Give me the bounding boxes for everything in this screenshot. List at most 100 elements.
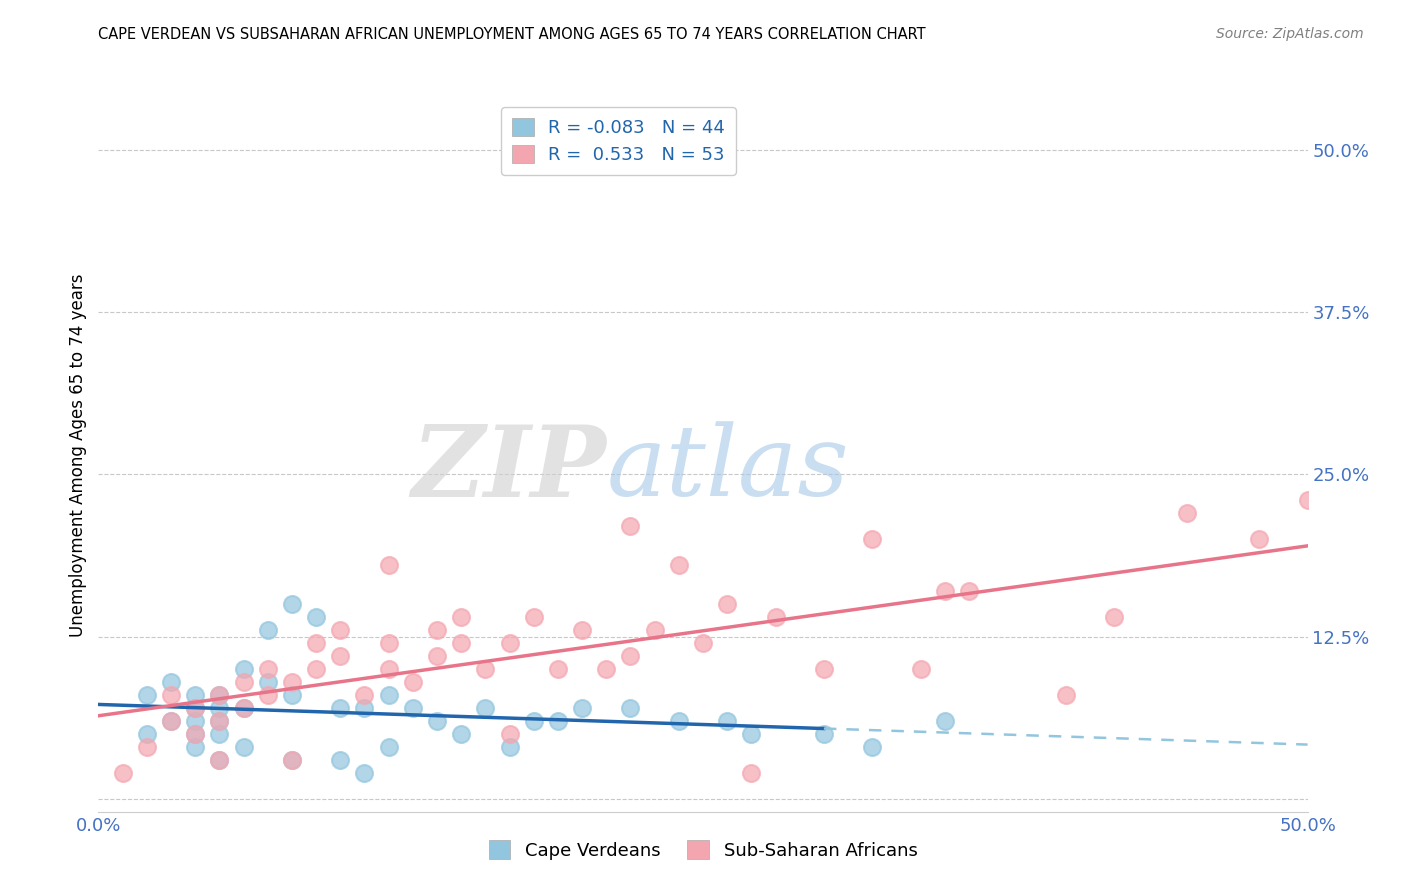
Point xyxy=(135,727,157,741)
Point xyxy=(208,714,231,728)
Point xyxy=(1054,688,1077,702)
Point xyxy=(281,753,304,767)
Point xyxy=(377,739,399,754)
Point xyxy=(377,636,399,650)
Point xyxy=(135,688,157,702)
Point xyxy=(668,714,690,728)
Point xyxy=(232,662,254,676)
Point xyxy=(426,648,449,663)
Point xyxy=(860,739,883,754)
Point xyxy=(474,662,496,676)
Point xyxy=(305,610,328,624)
Point xyxy=(160,675,183,690)
Point xyxy=(305,636,328,650)
Point xyxy=(377,558,399,573)
Point xyxy=(813,727,835,741)
Point xyxy=(571,701,593,715)
Point xyxy=(571,623,593,637)
Point xyxy=(208,727,231,741)
Point xyxy=(208,701,231,715)
Point xyxy=(111,765,134,780)
Point xyxy=(208,688,231,702)
Text: CAPE VERDEAN VS SUBSAHARAN AFRICAN UNEMPLOYMENT AMONG AGES 65 TO 74 YEARS CORREL: CAPE VERDEAN VS SUBSAHARAN AFRICAN UNEMP… xyxy=(98,27,927,42)
Point xyxy=(860,533,883,547)
Point xyxy=(160,714,183,728)
Point xyxy=(716,714,738,728)
Point xyxy=(281,675,304,690)
Point xyxy=(450,727,472,741)
Point xyxy=(353,765,375,780)
Point xyxy=(402,675,425,690)
Point xyxy=(353,688,375,702)
Point xyxy=(740,765,762,780)
Point xyxy=(1102,610,1125,624)
Point xyxy=(450,636,472,650)
Point xyxy=(208,714,231,728)
Point xyxy=(184,701,207,715)
Point xyxy=(184,714,207,728)
Point xyxy=(1296,493,1319,508)
Point xyxy=(547,662,569,676)
Point xyxy=(232,701,254,715)
Point xyxy=(426,714,449,728)
Point xyxy=(595,662,617,676)
Point xyxy=(523,714,546,728)
Point xyxy=(184,739,207,754)
Point xyxy=(329,753,352,767)
Point xyxy=(547,714,569,728)
Point xyxy=(232,739,254,754)
Y-axis label: Unemployment Among Ages 65 to 74 years: Unemployment Among Ages 65 to 74 years xyxy=(69,273,87,637)
Point xyxy=(281,753,304,767)
Point xyxy=(474,701,496,715)
Point xyxy=(208,753,231,767)
Point xyxy=(256,623,278,637)
Point xyxy=(329,623,352,637)
Point xyxy=(957,584,980,599)
Legend: Cape Verdeans, Sub-Saharan Africans: Cape Verdeans, Sub-Saharan Africans xyxy=(481,833,925,867)
Point xyxy=(184,727,207,741)
Point xyxy=(232,701,254,715)
Point xyxy=(619,648,641,663)
Point xyxy=(498,636,520,650)
Point xyxy=(692,636,714,650)
Point xyxy=(135,739,157,754)
Text: Source: ZipAtlas.com: Source: ZipAtlas.com xyxy=(1216,27,1364,41)
Point xyxy=(184,727,207,741)
Point xyxy=(498,739,520,754)
Point xyxy=(377,688,399,702)
Point xyxy=(160,714,183,728)
Point xyxy=(232,675,254,690)
Point xyxy=(377,662,399,676)
Point xyxy=(619,701,641,715)
Point xyxy=(910,662,932,676)
Point xyxy=(281,597,304,611)
Point xyxy=(256,688,278,702)
Point xyxy=(208,753,231,767)
Point xyxy=(305,662,328,676)
Point xyxy=(450,610,472,624)
Point xyxy=(353,701,375,715)
Point xyxy=(208,688,231,702)
Point xyxy=(644,623,666,637)
Point xyxy=(523,610,546,624)
Point xyxy=(160,688,183,702)
Point xyxy=(281,688,304,702)
Point xyxy=(765,610,787,624)
Point xyxy=(402,701,425,715)
Point xyxy=(256,675,278,690)
Text: ZIP: ZIP xyxy=(412,421,606,517)
Point xyxy=(1249,533,1271,547)
Point xyxy=(716,597,738,611)
Point xyxy=(329,648,352,663)
Point xyxy=(426,623,449,637)
Point xyxy=(668,558,690,573)
Text: atlas: atlas xyxy=(606,422,849,516)
Point xyxy=(184,701,207,715)
Point xyxy=(934,714,956,728)
Point xyxy=(619,519,641,533)
Point xyxy=(184,688,207,702)
Point xyxy=(813,662,835,676)
Point xyxy=(934,584,956,599)
Point xyxy=(498,727,520,741)
Point xyxy=(256,662,278,676)
